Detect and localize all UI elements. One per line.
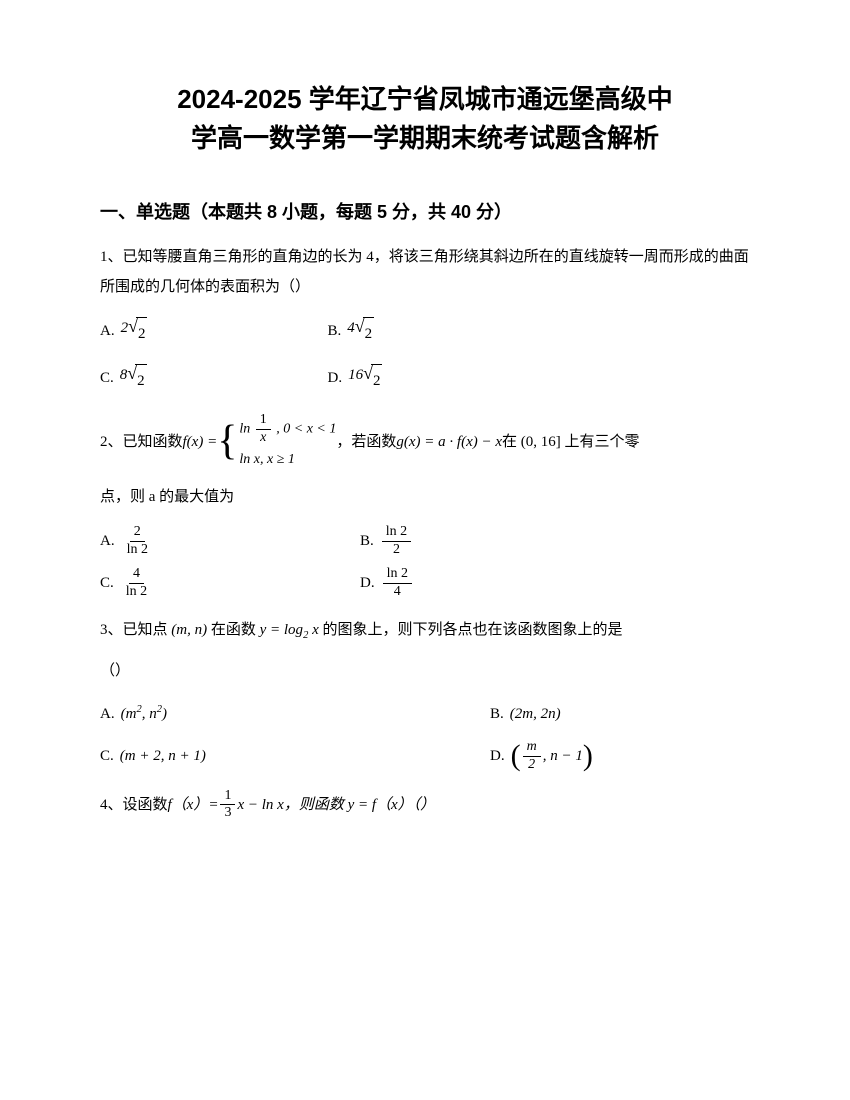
q1-option-c: C. 8√2 [100, 359, 328, 398]
question-2: 2、已知函数 f(x) = { ln 1x , 0 < x < 1 ln x, … [100, 412, 750, 601]
q3-options-row1: A. (m2, n2) B. (2m, 2n) [100, 698, 750, 731]
option-label: C. [100, 567, 114, 600]
question-1: 1、已知等腰直角三角形的直角边的长为 4，将该三角形绕其斜边所在的直线旋转一周而… [100, 242, 750, 398]
q3-text: 3、已知点 (m, n) 在函数 y = log2 x 的图象上，则下列各点也在… [100, 615, 750, 646]
q1-option-d: D. 16√2 [328, 359, 556, 398]
q2-option-d: D. ln 24 [360, 566, 620, 601]
q1-options-row2: C. 8√2 D. 16√2 [100, 359, 750, 398]
option-label: D. [490, 740, 505, 773]
q1-option-b: B. 4√2 [328, 312, 556, 351]
q2-options-row1: A. 2ln 2 B. ln 22 [100, 524, 750, 559]
q2-option-b: B. ln 22 [360, 524, 620, 559]
q2-option-c: C. 4ln 2 [100, 566, 360, 601]
option-label: B. [360, 525, 374, 558]
q2-line2: 点，则 a 的最大值为 [100, 482, 750, 512]
option-label: A. [100, 315, 115, 348]
question-3: 3、已知点 (m, n) 在函数 y = log2 x 的图象上，则下列各点也在… [100, 615, 750, 774]
exam-title: 2024-2025 学年辽宁省凤城市通远堡高级中 学高一数学第一学期期末统考试题… [100, 80, 750, 158]
q3-paren: （） [100, 656, 750, 686]
case-2: ln x, x ≥ 1 [239, 447, 336, 472]
q3-option-a: A. (m2, n2) [100, 698, 490, 731]
title-line-2: 学高一数学第一学期期末统考试题含解析 [100, 119, 750, 158]
title-line-1: 2024-2025 学年辽宁省凤城市通远堡高级中 [100, 80, 750, 119]
piecewise-function: { ln 1x , 0 < x < 1 ln x, x ≥ 1 [217, 412, 336, 472]
q1-option-a: A. 2√2 [100, 312, 328, 351]
option-label: A. [100, 525, 115, 558]
q3-option-b: B. (2m, 2n) [490, 698, 750, 731]
q2-text: 2、已知函数 f(x) = { ln 1x , 0 < x < 1 ln x, … [100, 412, 750, 472]
option-label: B. [328, 315, 342, 348]
q2-option-a: A. 2ln 2 [100, 524, 360, 559]
q3-option-c: C. (m + 2, n + 1) [100, 740, 490, 773]
case-1: ln 1x , 0 < x < 1 [239, 412, 336, 447]
question-4: 4、设函数 f（x）= 13 x − ln x，则函数 y = f（x）（） [100, 788, 750, 823]
q3-options-row2: C. (m + 2, n + 1) D. ( m2 , n − 1 ) [100, 739, 750, 774]
q4-text: 4、设函数 f（x）= 13 x − ln x，则函数 y = f（x）（） [100, 788, 750, 823]
option-label: B. [490, 698, 504, 731]
option-label: D. [328, 362, 343, 395]
section-header: 一、单选题（本题共 8 小题，每题 5 分，共 40 分） [100, 198, 750, 224]
option-label: C. [100, 740, 114, 773]
q1-options-row1: A. 2√2 B. 4√2 [100, 312, 750, 351]
option-label: D. [360, 567, 375, 600]
q3-option-d: D. ( m2 , n − 1 ) [490, 739, 750, 774]
q1-text: 1、已知等腰直角三角形的直角边的长为 4，将该三角形绕其斜边所在的直线旋转一周而… [100, 242, 750, 302]
option-label: A. [100, 698, 115, 731]
q2-options-row2: C. 4ln 2 D. ln 24 [100, 566, 750, 601]
option-label: C. [100, 362, 114, 395]
